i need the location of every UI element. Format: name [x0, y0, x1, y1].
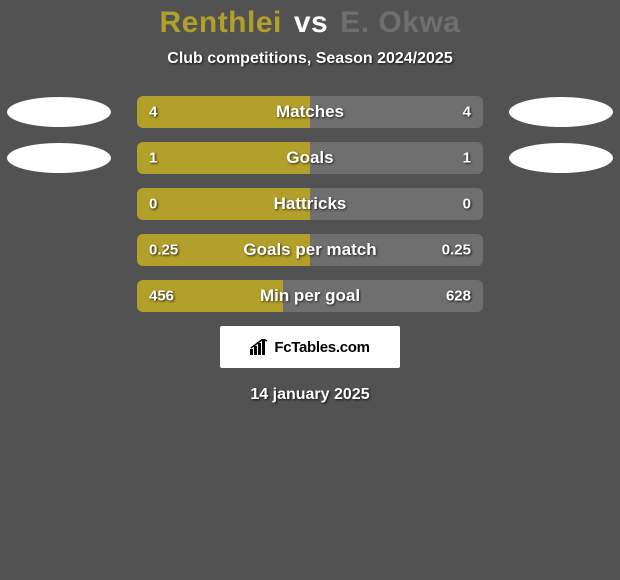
stat-label: Min per goal: [260, 286, 360, 306]
player2-badge: [509, 143, 613, 173]
player1-badge-slot: [7, 97, 111, 127]
stat-value-right: 0: [463, 196, 471, 213]
title: Renthlei vs E. Okwa: [0, 6, 620, 40]
stat-value-right: 1: [463, 150, 471, 167]
date-label: 14 january 2025: [0, 386, 620, 404]
stat-label: Matches: [276, 102, 344, 122]
stat-bar-left: [137, 142, 310, 174]
stat-value-left: 456: [149, 288, 174, 305]
player2-badge: [509, 97, 613, 127]
player1-badge: [7, 143, 111, 173]
stat-row: Goals 1 1: [0, 142, 620, 174]
player1-badge: [7, 97, 111, 127]
stat-bar: Hattricks 0 0: [137, 188, 483, 220]
stat-row: Min per goal 456 628: [0, 280, 620, 312]
stat-label: Hattricks: [274, 194, 347, 214]
stat-bar-right: [310, 142, 483, 174]
stat-bar: Matches 4 4: [137, 96, 483, 128]
stat-row: Goals per match 0.25 0.25: [0, 234, 620, 266]
stat-bar: Min per goal 456 628: [137, 280, 483, 312]
stat-rows: Matches 4 4 Goals 1 1 Hattricks 0 0 Goals per mat…: [0, 96, 620, 312]
vs-label: vs: [294, 6, 328, 40]
stat-value-right: 4: [463, 104, 471, 121]
stat-value-left: 0: [149, 196, 157, 213]
player2-badge-slot: [509, 97, 613, 127]
stat-value-left: 4: [149, 104, 157, 121]
chart-icon: [250, 339, 270, 355]
stat-label: Goals: [286, 148, 333, 168]
comparison-card: Renthlei vs E. Okwa Club competitions, S…: [0, 0, 620, 404]
player2-badge-slot: [509, 143, 613, 173]
brand-text: FcTables.com: [274, 339, 369, 356]
stat-value-right: 628: [446, 288, 471, 305]
stat-row: Matches 4 4: [0, 96, 620, 128]
player2-name: E. Okwa: [340, 6, 460, 40]
stat-label: Goals per match: [243, 240, 376, 260]
brand-box[interactable]: FcTables.com: [220, 326, 400, 368]
stat-row: Hattricks 0 0: [0, 188, 620, 220]
stat-bar: Goals per match 0.25 0.25: [137, 234, 483, 266]
subtitle: Club competitions, Season 2024/2025: [0, 50, 620, 68]
stat-bar: Goals 1 1: [137, 142, 483, 174]
player1-badge-slot: [7, 143, 111, 173]
stat-value-right: 0.25: [442, 242, 471, 259]
stat-value-left: 0.25: [149, 242, 178, 259]
stat-value-left: 1: [149, 150, 157, 167]
player1-name: Renthlei: [160, 6, 282, 40]
